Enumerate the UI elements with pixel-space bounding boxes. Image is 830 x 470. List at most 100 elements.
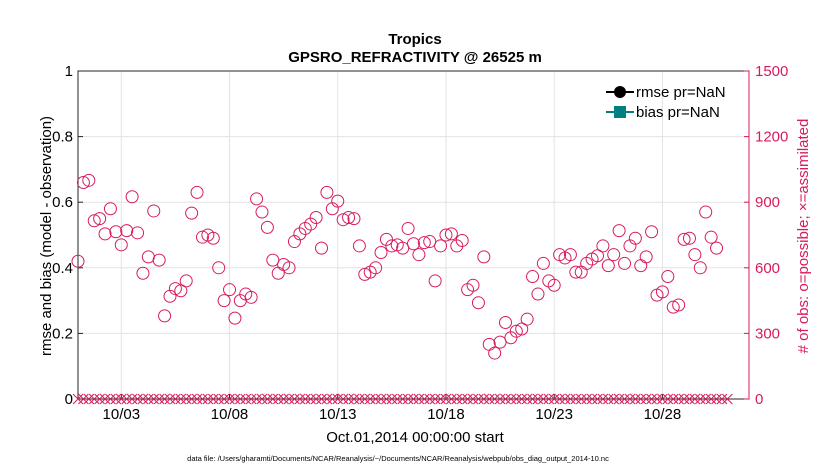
assimilated-marker <box>446 393 457 405</box>
possible-marker <box>466 278 480 292</box>
possible-marker <box>661 270 675 284</box>
legend-rmse-label: rmse pr=NaN <box>636 84 726 101</box>
possible-marker <box>618 256 632 270</box>
y-right-tick-label: 300 <box>755 325 780 342</box>
assimilated-marker <box>689 393 701 405</box>
y-left-tick-label: 0.6 <box>52 194 73 211</box>
assimilated-marker <box>283 393 295 405</box>
assimilated-marker <box>527 393 538 405</box>
possible-marker <box>136 266 150 280</box>
possible-marker <box>76 176 90 190</box>
possible-marker <box>206 231 220 245</box>
assimilated-marker <box>370 393 381 405</box>
y-axis-left-label: rmse and bias (model - observation) <box>38 116 55 356</box>
assimilated-marker <box>559 393 571 405</box>
legend-bias-label: bias pr=NaN <box>636 104 720 121</box>
possible-marker <box>87 214 101 228</box>
assimilated-marker <box>110 393 122 405</box>
assimilated-marker <box>711 393 722 405</box>
possible-marker <box>396 241 410 255</box>
assimilated-marker <box>191 393 203 405</box>
assimilated-marker <box>635 393 647 405</box>
possible-marker <box>352 239 366 253</box>
possible-marker <box>520 312 534 326</box>
assimilated-marker <box>651 393 663 405</box>
possible-marker <box>255 205 269 219</box>
assimilated-marker <box>640 393 652 405</box>
assimilated-marker <box>278 393 289 405</box>
assimilated-marker <box>613 393 625 405</box>
possible-marker <box>131 226 145 240</box>
assimilated-marker <box>592 393 603 405</box>
assimilated-marker <box>662 393 674 405</box>
assimilated-marker <box>418 393 430 405</box>
assimilated-marker <box>83 393 95 405</box>
assimilated-marker <box>72 393 84 405</box>
possible-marker <box>336 213 350 227</box>
x-tick-label: 10/13 <box>319 406 357 423</box>
possible-marker <box>688 248 702 262</box>
assimilated-marker <box>202 393 214 405</box>
possible-marker <box>320 185 334 199</box>
assimilated-marker <box>256 393 268 405</box>
possible-marker <box>645 225 659 239</box>
possible-marker <box>385 239 399 253</box>
assimilated-marker <box>337 393 349 405</box>
assimilated-marker <box>321 393 333 405</box>
assimilated-marker <box>159 393 170 405</box>
assimilated-marker <box>630 393 641 405</box>
possible-marker <box>244 290 258 304</box>
possible-marker <box>114 238 128 252</box>
assimilated-marker <box>483 393 495 405</box>
assimilated-marker <box>510 393 522 405</box>
possible-marker <box>439 228 453 242</box>
possible-marker <box>179 274 193 288</box>
assimilated-marker <box>305 393 317 405</box>
assimilated-marker <box>272 393 284 405</box>
x-axis: 10/03 10/08 10/13 10/18 10/23 10/28 <box>103 394 681 423</box>
assimilated-marker <box>565 393 576 405</box>
possible-marker <box>304 217 318 231</box>
possible-marker <box>428 274 442 288</box>
legend: rmse pr=NaN bias pr=NaN <box>606 84 726 121</box>
assimilated-marker <box>142 393 154 405</box>
possible-marker <box>434 239 448 253</box>
possible-marker <box>120 224 134 238</box>
chart-title: Tropics <box>388 31 441 48</box>
assimilated-marker <box>424 393 436 405</box>
possible-marker <box>590 249 604 263</box>
possible-marker <box>147 204 161 218</box>
chart-subtitle: GPSRO_REFRACTIVITY @ 26525 m <box>288 49 542 66</box>
possible-marker <box>71 254 85 268</box>
assimilated-marker <box>608 393 620 405</box>
possible-marker <box>158 309 172 323</box>
assimilated-marker <box>229 393 241 405</box>
assimilated-marker <box>310 393 322 405</box>
possible-marker <box>607 248 621 262</box>
assimilated-marker <box>473 393 484 405</box>
possible-marker <box>125 190 139 204</box>
assimilated-marker <box>554 393 565 405</box>
assimilated-marker <box>364 393 376 405</box>
assimilated-marker <box>115 393 127 405</box>
possible-marker <box>455 233 469 247</box>
assimilated-marker <box>521 393 533 405</box>
assimilated-marker <box>397 393 409 405</box>
possible-marker <box>212 261 226 275</box>
possible-marker <box>417 236 431 250</box>
x-tick-label: 10/23 <box>535 406 573 423</box>
assimilated-marker <box>294 393 306 405</box>
assimilated-marker <box>408 393 419 405</box>
assimilated-marker <box>348 393 360 405</box>
possible-marker <box>358 267 372 281</box>
possible-marker <box>682 231 696 245</box>
left-axis: 0 0.2 0.4 0.6 0.8 1 <box>52 63 83 408</box>
assimilated-markers <box>72 393 733 405</box>
assimilated-marker <box>505 393 517 405</box>
assimilated-marker <box>375 393 387 405</box>
x-tick-label: 10/18 <box>427 406 465 423</box>
possible-marker <box>401 221 415 235</box>
assimilated-marker <box>489 393 501 405</box>
possible-marker <box>412 248 426 262</box>
assimilated-marker <box>678 393 690 405</box>
